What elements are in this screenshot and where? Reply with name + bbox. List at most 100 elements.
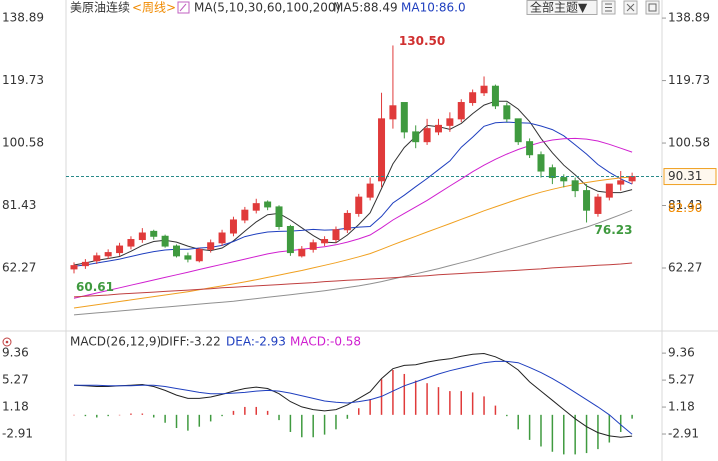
candle-body xyxy=(434,124,442,133)
candle-body xyxy=(480,85,488,94)
y-tick-label-right: 9.36 xyxy=(668,346,695,360)
candle-body xyxy=(207,242,215,250)
candle-body xyxy=(617,180,625,185)
candle-body xyxy=(116,245,124,254)
macd-stat: MACD:-0.58 xyxy=(290,335,361,349)
candle-body xyxy=(309,242,317,250)
candle-body xyxy=(389,105,397,120)
candle-body xyxy=(548,167,556,179)
candle-body xyxy=(252,203,260,211)
candle-body xyxy=(355,196,363,214)
candle-body xyxy=(514,118,522,143)
shrink-icon[interactable] xyxy=(623,0,638,15)
y-tick-label-right: 81.43 xyxy=(668,198,702,212)
icon-box xyxy=(645,0,660,15)
candle-body xyxy=(571,180,579,192)
macd-title: MACD(26,12,9) xyxy=(70,335,161,349)
candle-body xyxy=(138,232,146,241)
candle-body xyxy=(195,248,203,262)
icon-circle xyxy=(2,337,12,347)
layout-icon[interactable] xyxy=(601,0,616,15)
candle-body xyxy=(343,212,351,231)
button-box xyxy=(526,0,598,15)
candle-body xyxy=(560,177,568,182)
y-tick-label-right: 5.27 xyxy=(668,373,695,387)
chart-title: 美原油连续 xyxy=(70,0,130,15)
candle-body xyxy=(503,105,511,120)
y-tick-label: 81.43 xyxy=(2,198,36,212)
candle-body xyxy=(298,248,306,257)
y-tick-label-right: 138.89 xyxy=(668,11,710,25)
candle-body xyxy=(93,255,101,262)
candle-body xyxy=(378,118,386,182)
theme-button[interactable]: 全部主题▼ xyxy=(526,0,598,15)
y-tick-label: -2.91 xyxy=(2,427,33,441)
candle-body xyxy=(605,183,613,198)
candle-body xyxy=(583,190,591,211)
candle-body xyxy=(127,239,135,247)
y-tick-label-right: 100.58 xyxy=(668,136,710,150)
candle-body xyxy=(173,245,181,257)
candle-body xyxy=(446,118,454,126)
candle-body xyxy=(275,206,283,227)
ma-line xyxy=(73,262,633,298)
expand-icon[interactable] xyxy=(645,0,660,15)
ma5-legend: MA5:88.49 xyxy=(333,1,398,15)
icon-dot xyxy=(5,340,9,344)
y-tick-label-right: -2.91 xyxy=(668,427,699,441)
candle-body xyxy=(457,102,465,120)
candle-body xyxy=(150,230,158,237)
candle-body xyxy=(81,261,89,267)
candle-body xyxy=(161,235,169,247)
candle-body xyxy=(526,141,534,156)
y-tick-label: 62.27 xyxy=(2,261,36,275)
y-tick-label-right: 62.27 xyxy=(668,261,702,275)
high-annotation: 130.50 xyxy=(399,34,445,48)
candle-body xyxy=(332,229,340,241)
y-tick-label: 9.36 xyxy=(2,346,29,360)
y-tick-label: 138.89 xyxy=(2,11,44,25)
candle-body xyxy=(104,252,112,257)
icon-lines xyxy=(648,3,657,12)
y-tick-label: 1.18 xyxy=(2,400,29,414)
ma-line xyxy=(73,137,633,299)
icon-lines xyxy=(605,3,612,12)
candle-body xyxy=(423,128,431,143)
y-tick-label-right: 1.18 xyxy=(668,400,695,414)
candle-body xyxy=(400,102,408,133)
candle-body xyxy=(70,265,78,270)
candle-body xyxy=(321,239,329,244)
ma-line xyxy=(74,360,633,435)
icon-lines xyxy=(626,3,635,12)
button-label: 全部主题▼ xyxy=(530,0,588,15)
candle-body xyxy=(594,196,602,214)
macd-icon[interactable] xyxy=(2,337,12,347)
icon-stroke xyxy=(179,3,187,12)
diff-stat: DIFF:-3.22 xyxy=(160,335,221,349)
candle-body xyxy=(218,232,226,244)
candle-body xyxy=(286,225,294,254)
candle-body xyxy=(264,201,272,208)
ma-line xyxy=(73,121,633,267)
low-annotation: 60.61 xyxy=(76,280,114,294)
candle-body xyxy=(229,219,237,234)
candle-body xyxy=(412,131,420,143)
dea-stat: DEA:-2.93 xyxy=(226,335,286,349)
last-price-label: 90.31 xyxy=(668,169,702,183)
low-annotation: 76.23 xyxy=(595,223,633,237)
candle-body xyxy=(184,255,192,260)
ma10-legend: MA10:86.0 xyxy=(401,1,466,15)
candle-body xyxy=(366,183,374,198)
period[interactable]: <周线> xyxy=(132,1,176,15)
ma-line xyxy=(73,352,633,438)
icon-box xyxy=(177,1,190,14)
y-tick-label-right: 119.73 xyxy=(668,73,710,87)
ma-line xyxy=(73,176,633,309)
y-tick-label: 100.58 xyxy=(2,136,44,150)
candle-body xyxy=(241,209,249,221)
ma-legend: MA(5,10,30,60,100,200) xyxy=(194,1,340,15)
settings-icon[interactable] xyxy=(177,1,190,14)
